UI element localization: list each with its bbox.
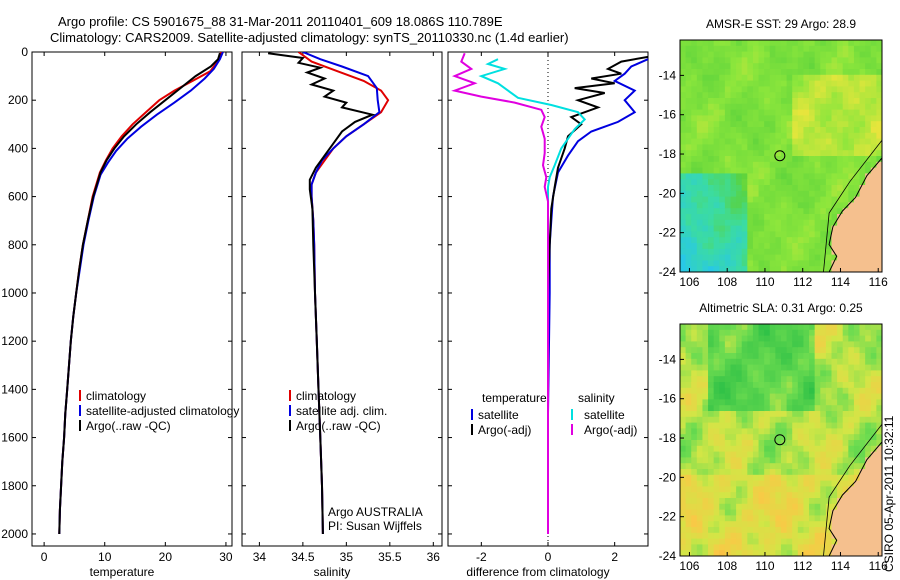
sla_map-ytick-label: -24 <box>659 549 677 563</box>
sla_map-xtick-label: 112 <box>793 559 812 573</box>
sst_map-ytick-label: -20 <box>659 186 677 200</box>
temperature-ytick-label: 600 <box>8 190 28 204</box>
difference-legend-title: temperature <box>482 391 547 405</box>
difference-legend-label: Argo(-adj) <box>584 423 637 437</box>
temperature-legend-label: Argo(..raw -QC) <box>86 419 171 433</box>
sla_map-field <box>680 324 882 556</box>
difference-series-temperature-satellite <box>547 58 648 534</box>
sla_map-xtick-label: 116 <box>869 559 888 573</box>
sla_map-panel <box>679 323 883 557</box>
temperature-ytick-label: 400 <box>8 141 28 155</box>
temperature-ytick-label: 0 <box>21 45 28 59</box>
difference-series-salinity-argo-adj- <box>451 52 549 534</box>
temperature-xtick-label: 20 <box>159 550 173 564</box>
temperature-legend-label: satellite-adjusted climatology <box>86 404 239 418</box>
difference-legend-title: salinity <box>578 391 615 405</box>
temperature-panel <box>31 51 233 547</box>
sla_map-isobath <box>823 424 882 556</box>
temperature-ytick-label: 2000 <box>1 527 28 541</box>
difference-legend-label: Argo(-adj) <box>478 423 531 437</box>
sla_map-ytick-label: -18 <box>659 431 677 445</box>
salinity-xlabel: salinity <box>314 565 351 579</box>
temperature-axes-frame <box>31 51 233 547</box>
temperature-xtick-label: 0 <box>41 550 48 564</box>
sst_map-isobath <box>823 140 882 272</box>
sst_map-xtick-label: 112 <box>793 275 812 289</box>
sst_map-argo-position-marker <box>774 150 786 162</box>
sst_map-coastline <box>828 157 882 272</box>
sst_map-xtick-label: 116 <box>869 275 888 289</box>
difference-xtick-label: -2 <box>476 550 487 564</box>
sla_map-argo-position-marker <box>774 434 786 446</box>
difference-xtick-label: 2 <box>611 550 618 564</box>
temperature-xtick-label: 30 <box>219 550 233 564</box>
difference-panel <box>447 51 649 547</box>
difference-series-salinity-satellite <box>478 58 587 534</box>
salinity-xtick-label: 34 <box>253 550 267 564</box>
salinity-series-climatology <box>297 52 390 535</box>
sst_map-field <box>680 40 882 272</box>
difference-legend-label: satellite <box>478 408 519 422</box>
temperature-series-climatology <box>58 52 223 535</box>
sst_map-ytick-label: -18 <box>659 147 677 161</box>
sst_map-frame <box>679 39 883 273</box>
temperature-xtick-label: 10 <box>98 550 112 564</box>
salinity-series-argo-raw-qc- <box>267 52 376 535</box>
salinity-xtick-label: 35 <box>340 550 354 564</box>
temperature-ytick-label: 200 <box>8 93 28 107</box>
difference-legend-label: satellite <box>584 408 625 422</box>
sla_map-ytick-label: -20 <box>659 470 677 484</box>
sst_map-xtick-label: 110 <box>755 275 774 289</box>
temperature-xlabel: temperature <box>90 565 155 579</box>
salinity-xtick-label: 34.5 <box>291 550 315 564</box>
salinity-xtick-label: 35.5 <box>378 550 402 564</box>
sst_map-ytick-label: -16 <box>659 108 677 122</box>
sla_map-xtick-label: 114 <box>831 559 850 573</box>
sla_map-ytick-label: -22 <box>659 510 677 524</box>
salinity-xtick-label: 36 <box>427 550 441 564</box>
temperature-ytick-label: 1600 <box>1 431 28 445</box>
temperature-ytick-label: 1000 <box>1 286 28 300</box>
sst_map-ytick-label: -22 <box>659 226 677 240</box>
sla_map-xtick-label: 108 <box>717 559 737 573</box>
sla_map-xtick-label: 106 <box>679 559 699 573</box>
temperature-legend-label: climatology <box>86 389 146 403</box>
temperature-ytick-label: 1200 <box>1 334 28 348</box>
sst_map-panel <box>679 39 883 273</box>
temperature-series-argo-raw-qc- <box>58 52 221 535</box>
sla_map-title: Altimetric SLA: 0.31 Argo: 0.25 <box>699 301 863 315</box>
figure-title-line2: Climatology: CARS2009. Satellite-adjuste… <box>50 30 569 45</box>
sla_map-frame <box>679 323 883 557</box>
salinity-legend-label: satellite adj. clim. <box>296 404 387 418</box>
sst_map-ytick-label: -24 <box>659 265 677 279</box>
salinity-axes-frame <box>241 51 443 547</box>
sst_map-xtick-label: 106 <box>679 275 699 289</box>
difference-xtick-label: 0 <box>545 550 552 564</box>
temperature-ytick-label: 1800 <box>1 479 28 493</box>
salinity-panel <box>241 51 443 547</box>
figure-title-line1: Argo profile: CS 5901675_88 31-Mar-2011 … <box>58 14 503 29</box>
annotation-pi: PI: Susan Wijffels <box>328 519 422 533</box>
sla_map-ytick-label: -16 <box>659 392 677 406</box>
sst_map-xtick-label: 114 <box>831 275 850 289</box>
salinity-legend-label: climatology <box>296 389 356 403</box>
difference-series-temperature-argo-adj- <box>547 55 648 534</box>
temperature-ytick-label: 1400 <box>1 382 28 396</box>
salinity-legend-label: Argo(..raw -QC) <box>296 419 381 433</box>
annotation-float-program: Argo AUSTRALIA <box>328 505 423 519</box>
sla_map-coastline <box>828 441 882 556</box>
sst_map-title: AMSR-E SST: 29 Argo: 28.9 <box>706 17 856 31</box>
difference-xlabel: difference from climatology <box>466 565 609 579</box>
sst_map-xtick-label: 108 <box>717 275 737 289</box>
temperature-ytick-label: 800 <box>8 238 28 252</box>
sla_map-ytick-label: -14 <box>659 352 677 366</box>
sla_map-xtick-label: 110 <box>755 559 774 573</box>
sst_map-ytick-label: -14 <box>659 68 677 82</box>
temperature-series-satellite-adjusted-climatology <box>58 52 224 535</box>
